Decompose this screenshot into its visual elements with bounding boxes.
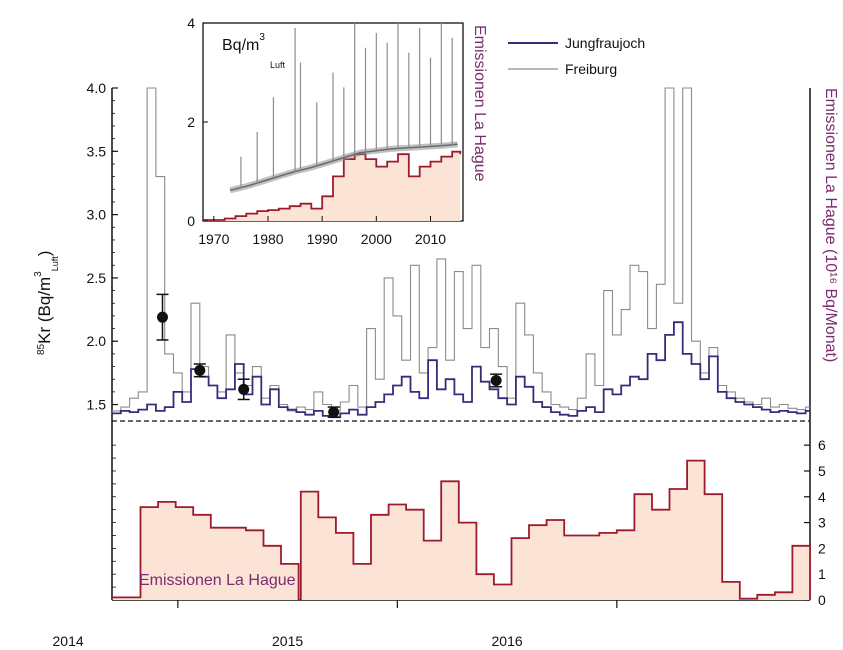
data-point [328, 406, 340, 418]
emis-y-tick-label: 5 [818, 463, 826, 479]
y-tick-label: 2.5 [87, 270, 107, 286]
emissions-label: Emissionen La Hague [139, 572, 296, 589]
y-tick-label: 3.5 [87, 143, 107, 159]
emis-y-tick-label: 0 [818, 592, 826, 608]
legend: Jungfraujoch Freiburg [508, 35, 645, 77]
series-jungfraujoch [112, 321, 810, 419]
y-tick-label: 4.0 [87, 80, 107, 96]
main-y-axis-label: 85Kr (Bq/m3 Luft) [33, 251, 60, 355]
inset-x-tick-label: 2010 [415, 231, 446, 247]
inset-y-tick-label: 2 [187, 114, 195, 130]
inset-y-tick-label: 0 [187, 213, 195, 229]
main-chart: 1.5 2.0 2.5 3.0 3.5 4.0 [87, 80, 811, 600]
emis-y-tick-label: 4 [818, 489, 826, 505]
inset-emissions-line [203, 150, 462, 221]
emissions-line [299, 459, 811, 600]
ylabel-luft: Luft [50, 256, 60, 272]
emis-y-tick-label: 1 [818, 566, 826, 582]
inset-x-tick-label: 2000 [361, 231, 392, 247]
data-point [490, 374, 502, 386]
emissions-chart: 2014 2015 2016 0 1 2 3 4 5 6 [53, 437, 826, 649]
inset-x-tick-label: 1990 [307, 231, 338, 247]
ylabel-close: ) [35, 251, 54, 257]
ylabel-sup3: 3 [33, 271, 44, 277]
inset-ylabel-luft: Luft [270, 60, 286, 70]
x-tick-label: 2015 [272, 633, 303, 649]
x-tick-label: 2016 [492, 633, 523, 649]
main-right-axis-label: Emissionen La Hague (10¹⁶ Bq/Monat) [822, 88, 839, 362]
emissions-line [111, 501, 300, 600]
y-tick-label: 2.0 [87, 333, 107, 349]
inset-ylabel-sup3: 3 [259, 32, 265, 43]
emissions-fill [300, 460, 810, 600]
emis-y-tick-label: 2 [818, 540, 826, 556]
ylabel-sup: 85 [36, 343, 47, 355]
legend-label-jungfraujoch: Jungfraujoch [565, 35, 645, 51]
inset-ylabel-bq: Bq/m [222, 37, 259, 54]
series-freiburg [112, 87, 810, 412]
inset-y-unit-label: Bq/m3 Luft [222, 32, 286, 70]
ylabel-kr: Kr (Bq/m [35, 277, 54, 344]
inset-x-tick-label: 1980 [252, 231, 283, 247]
y-tick-label: 3.0 [87, 207, 107, 223]
inset-x-tick-label: 1970 [198, 231, 229, 247]
inset-right-label: Emissionen La Hague [471, 25, 488, 182]
inset-y-tick-label: 4 [187, 15, 195, 31]
data-point [194, 364, 206, 376]
emissions-fill [112, 501, 299, 600]
emis-y-tick-label: 6 [818, 437, 826, 453]
data-point [238, 383, 250, 395]
inset-chart: 1970 1980 1990 2000 2010 0 2 4 [187, 15, 464, 247]
data-point [156, 311, 168, 323]
emis-y-tick-label: 3 [818, 515, 826, 531]
legend-label-freiburg: Freiburg [565, 61, 617, 77]
y-tick-label: 1.5 [87, 397, 107, 413]
x-tick-label: 2014 [53, 633, 84, 649]
inset-emissions-fill [203, 151, 461, 221]
